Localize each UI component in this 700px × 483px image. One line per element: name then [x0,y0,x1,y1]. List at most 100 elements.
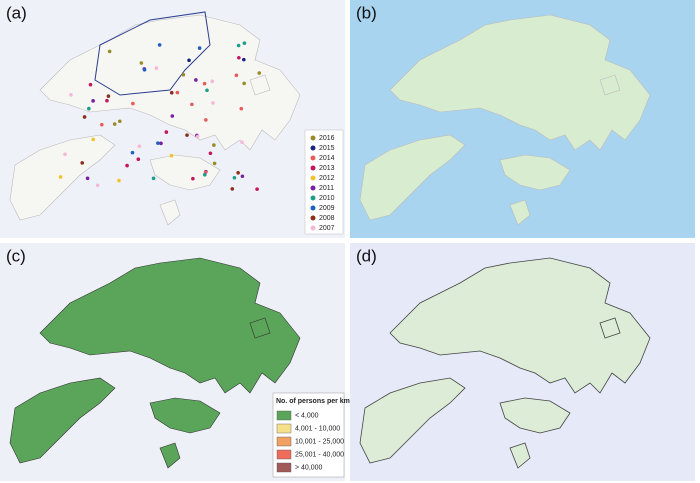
incident-point [255,187,259,191]
incident-point [242,41,247,45]
incident-point [169,90,174,95]
incident-point [187,58,191,63]
legend-swatch [310,145,316,151]
legend-swatch [310,135,316,141]
incident-point [212,143,216,147]
incident-point [80,161,85,165]
legend-swatch [310,195,316,201]
legend-swatch [310,205,316,211]
incident-point [136,157,141,162]
legend-label: < 4,000 [295,412,319,419]
legend-swatch [310,185,316,191]
legend-label: 2008 [319,215,335,222]
incident-point [107,49,112,54]
legend-label: 2012 [319,175,335,182]
map-panel: (c) No. of persons per km² < 4,000 4,001 - … [0,243,353,481]
district-boundary [94,11,211,96]
legend-label: 2014 [319,155,335,162]
incident-point [236,43,241,48]
incident-point [202,81,207,86]
incident-point [139,61,144,65]
legend-swatch [310,215,316,221]
legend: 2016 2015 2014 2013 2012 2011 2010 2009 2008 2007 [304,129,344,235]
incident-point [91,99,95,103]
incident-point [63,152,67,157]
legend-swatch [276,436,292,447]
incident-point [142,67,147,72]
incident-point [151,176,156,181]
incident-point [105,98,109,103]
incident-point [125,163,129,168]
incident-point [190,102,194,107]
incident-point [58,175,63,179]
incident-point [185,133,189,137]
incident-point [232,175,237,180]
incident-point [106,94,111,98]
legend-swatch [276,423,292,434]
panel-label: (b) [356,3,377,22]
legend-swatch [310,155,316,161]
incident-point [208,151,213,156]
incident-point [95,183,100,188]
incident-point [240,174,245,179]
incident-point [197,46,202,50]
incident-point [157,43,162,47]
panel-label: (d) [356,246,377,265]
map-panel: (b) [350,0,695,238]
incident-point [181,72,186,77]
legend: No. of persons per km² < 4,000 4,001 - 10,… [272,392,353,478]
map-panel: (a)2016201520142013201220112010200920082… [0,0,345,238]
legend-label: 2015 [319,145,335,152]
incident-point [239,106,244,111]
map-content [0,243,345,481]
incident-point [137,144,142,149]
incident-point [234,73,239,78]
incident-point [211,101,215,105]
incident-point [82,115,87,119]
legend-label: > 40,000 [295,464,323,471]
map-content [350,243,695,481]
incident-point [85,176,90,181]
incident-point [131,101,135,106]
legend-swatch [276,449,292,460]
incident-point [242,57,246,62]
incident-point [195,134,200,139]
incident-point [205,88,209,93]
incident-point [170,114,175,118]
legend-title: No. of persons per km² [276,398,353,405]
legend-label: 2007 [319,225,335,232]
legend-label: 25,001 - 40,000 [295,451,344,458]
incident-point [194,78,198,82]
incident-point [117,119,122,124]
incident-point [87,106,91,111]
incident-point [169,153,174,158]
legend-label: 4,001 - 10,000 [295,425,340,432]
incident-point [257,71,262,75]
legend-label: 2013 [319,165,335,172]
incident-point [88,82,93,87]
incident-point [210,79,215,84]
legend-label: 2010 [319,195,335,202]
map-content [350,0,695,238]
legend-label: 2009 [319,205,335,212]
map-panel: (d) [350,243,695,481]
legend-label: 10,001 - 25,000 [295,438,344,445]
incident-point [99,122,104,127]
incident-point [117,178,121,183]
incident-point [112,122,117,126]
legend-label: 2011 [319,185,334,192]
incident-point [164,130,169,134]
incident-point [204,118,208,122]
incident-point [191,176,195,181]
incident-point [240,140,244,144]
legend-label: 2016 [319,135,335,142]
incident-point [203,172,207,177]
incident-point [236,170,240,175]
panel-label: (c) [6,246,26,265]
incident-point [156,141,160,145]
incident-point [212,161,217,166]
incident-point [242,81,246,86]
map-content [0,0,345,238]
incident-point [159,141,163,146]
incident-point [91,137,96,142]
